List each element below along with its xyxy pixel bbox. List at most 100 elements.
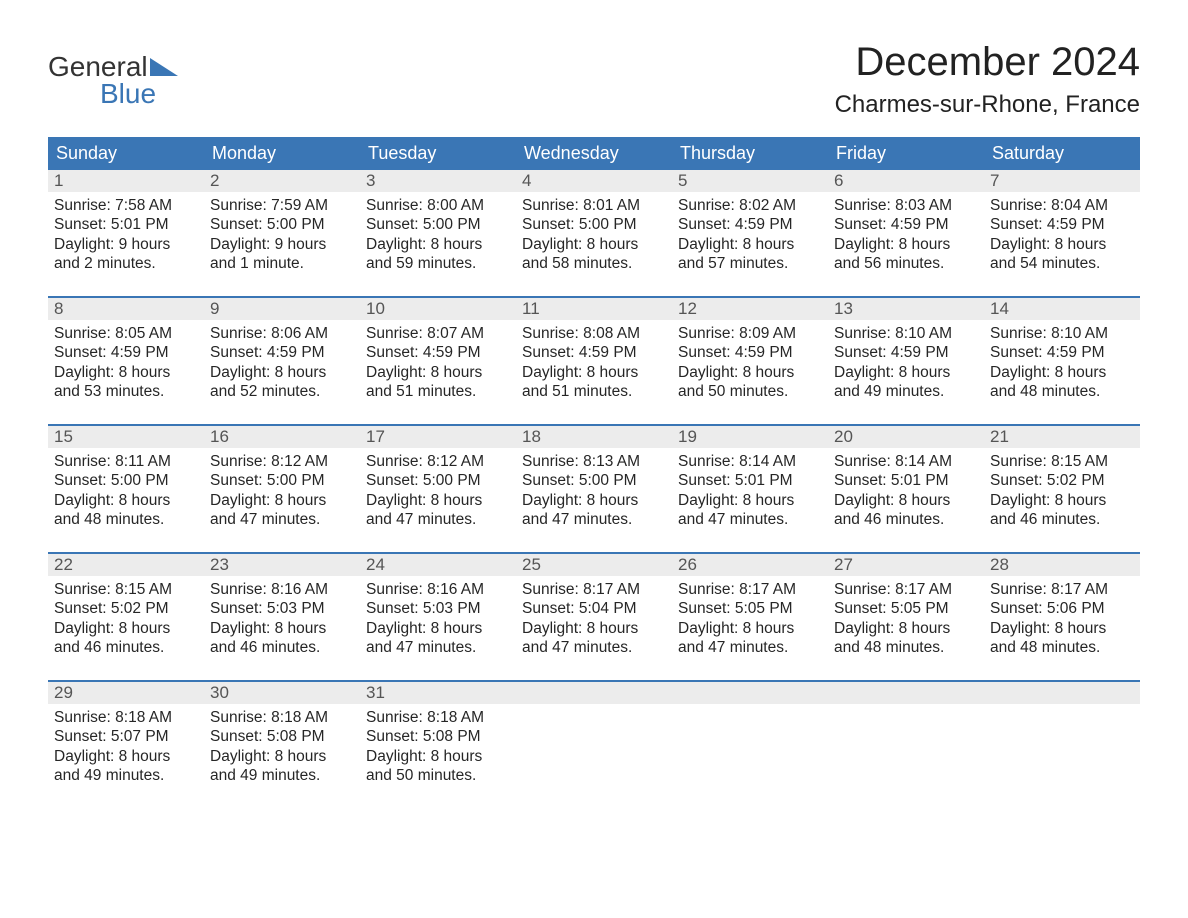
daylight-line-2: and 53 minutes. bbox=[54, 382, 198, 401]
sunrise-text: Sunrise: 8:15 AM bbox=[990, 452, 1134, 471]
daylight-line-1: Daylight: 8 hours bbox=[522, 363, 666, 382]
day-info: Sunrise: 8:17 AMSunset: 5:04 PMDaylight:… bbox=[516, 576, 672, 658]
sunset-text: Sunset: 4:59 PM bbox=[678, 215, 822, 234]
daylight-line-1: Daylight: 8 hours bbox=[678, 491, 822, 510]
sunset-text: Sunset: 5:01 PM bbox=[678, 471, 822, 490]
sunrise-text: Sunrise: 8:16 AM bbox=[210, 580, 354, 599]
sunrise-text: Sunrise: 8:17 AM bbox=[834, 580, 978, 599]
daylight-line-2: and 1 minute. bbox=[210, 254, 354, 273]
day-cell: 12Sunrise: 8:09 AMSunset: 4:59 PMDayligh… bbox=[672, 298, 828, 416]
weekday-header: Monday bbox=[204, 137, 360, 170]
month-title: December 2024 bbox=[835, 40, 1140, 85]
day-info: Sunrise: 8:18 AMSunset: 5:07 PMDaylight:… bbox=[48, 704, 204, 786]
daylight-line-1: Daylight: 8 hours bbox=[990, 619, 1134, 638]
day-number: 29 bbox=[48, 682, 204, 704]
sunset-text: Sunset: 4:59 PM bbox=[834, 215, 978, 234]
day-info: Sunrise: 7:58 AMSunset: 5:01 PMDaylight:… bbox=[48, 192, 204, 274]
day-cell-empty: . bbox=[672, 682, 828, 800]
daylight-line-2: and 47 minutes. bbox=[522, 638, 666, 657]
location-subtitle: Charmes-sur-Rhone, France bbox=[835, 91, 1140, 119]
day-cell: 7Sunrise: 8:04 AMSunset: 4:59 PMDaylight… bbox=[984, 170, 1140, 288]
sunset-text: Sunset: 5:06 PM bbox=[990, 599, 1134, 618]
sunrise-text: Sunrise: 8:10 AM bbox=[990, 324, 1134, 343]
day-cell: 1Sunrise: 7:58 AMSunset: 5:01 PMDaylight… bbox=[48, 170, 204, 288]
day-number: 23 bbox=[204, 554, 360, 576]
day-number: 16 bbox=[204, 426, 360, 448]
day-cell: 31Sunrise: 8:18 AMSunset: 5:08 PMDayligh… bbox=[360, 682, 516, 800]
sunset-text: Sunset: 4:59 PM bbox=[990, 215, 1134, 234]
day-number: . bbox=[984, 682, 1140, 704]
daylight-line-2: and 47 minutes. bbox=[366, 510, 510, 529]
daylight-line-2: and 50 minutes. bbox=[678, 382, 822, 401]
sunset-text: Sunset: 5:08 PM bbox=[210, 727, 354, 746]
daylight-line-2: and 48 minutes. bbox=[990, 382, 1134, 401]
day-number: 12 bbox=[672, 298, 828, 320]
weekday-header: Tuesday bbox=[360, 137, 516, 170]
daylight-line-1: Daylight: 8 hours bbox=[210, 363, 354, 382]
day-number: . bbox=[828, 682, 984, 704]
day-info: Sunrise: 8:15 AMSunset: 5:02 PMDaylight:… bbox=[984, 448, 1140, 530]
daylight-line-1: Daylight: 8 hours bbox=[522, 235, 666, 254]
sunrise-text: Sunrise: 8:12 AM bbox=[366, 452, 510, 471]
daylight-line-1: Daylight: 9 hours bbox=[210, 235, 354, 254]
day-cell: 27Sunrise: 8:17 AMSunset: 5:05 PMDayligh… bbox=[828, 554, 984, 672]
daylight-line-2: and 2 minutes. bbox=[54, 254, 198, 273]
sunset-text: Sunset: 5:00 PM bbox=[366, 471, 510, 490]
day-info: Sunrise: 8:14 AMSunset: 5:01 PMDaylight:… bbox=[672, 448, 828, 530]
sunrise-text: Sunrise: 8:18 AM bbox=[210, 708, 354, 727]
day-number: 26 bbox=[672, 554, 828, 576]
day-info: Sunrise: 7:59 AMSunset: 5:00 PMDaylight:… bbox=[204, 192, 360, 274]
day-cell: 26Sunrise: 8:17 AMSunset: 5:05 PMDayligh… bbox=[672, 554, 828, 672]
sunrise-text: Sunrise: 8:18 AM bbox=[366, 708, 510, 727]
daylight-line-2: and 50 minutes. bbox=[366, 766, 510, 785]
sunset-text: Sunset: 4:59 PM bbox=[990, 343, 1134, 362]
day-number: 8 bbox=[48, 298, 204, 320]
sunset-text: Sunset: 4:59 PM bbox=[210, 343, 354, 362]
day-cell: 5Sunrise: 8:02 AMSunset: 4:59 PMDaylight… bbox=[672, 170, 828, 288]
day-number: 30 bbox=[204, 682, 360, 704]
daylight-line-2: and 46 minutes. bbox=[210, 638, 354, 657]
day-number: 22 bbox=[48, 554, 204, 576]
daylight-line-1: Daylight: 8 hours bbox=[678, 619, 822, 638]
day-number: 9 bbox=[204, 298, 360, 320]
daylight-line-1: Daylight: 8 hours bbox=[54, 747, 198, 766]
day-cell: 20Sunrise: 8:14 AMSunset: 5:01 PMDayligh… bbox=[828, 426, 984, 544]
day-info: Sunrise: 8:16 AMSunset: 5:03 PMDaylight:… bbox=[360, 576, 516, 658]
daylight-line-2: and 48 minutes. bbox=[990, 638, 1134, 657]
day-info: Sunrise: 8:08 AMSunset: 4:59 PMDaylight:… bbox=[516, 320, 672, 402]
sunset-text: Sunset: 5:02 PM bbox=[990, 471, 1134, 490]
sunset-text: Sunset: 4:59 PM bbox=[678, 343, 822, 362]
daylight-line-2: and 48 minutes. bbox=[54, 510, 198, 529]
daylight-line-2: and 51 minutes. bbox=[522, 382, 666, 401]
sunrise-text: Sunrise: 8:11 AM bbox=[54, 452, 198, 471]
day-number: 7 bbox=[984, 170, 1140, 192]
sunrise-text: Sunrise: 8:16 AM bbox=[366, 580, 510, 599]
day-info: Sunrise: 8:01 AMSunset: 5:00 PMDaylight:… bbox=[516, 192, 672, 274]
sunrise-text: Sunrise: 8:06 AM bbox=[210, 324, 354, 343]
sunrise-text: Sunrise: 8:14 AM bbox=[678, 452, 822, 471]
title-block: December 2024 Charmes-sur-Rhone, France bbox=[835, 40, 1140, 119]
daylight-line-2: and 47 minutes. bbox=[678, 638, 822, 657]
daylight-line-2: and 46 minutes. bbox=[990, 510, 1134, 529]
sunset-text: Sunset: 5:04 PM bbox=[522, 599, 666, 618]
day-info: Sunrise: 8:16 AMSunset: 5:03 PMDaylight:… bbox=[204, 576, 360, 658]
week-row: 1Sunrise: 7:58 AMSunset: 5:01 PMDaylight… bbox=[48, 170, 1140, 288]
day-number: 13 bbox=[828, 298, 984, 320]
day-cell: 2Sunrise: 7:59 AMSunset: 5:00 PMDaylight… bbox=[204, 170, 360, 288]
brand-word-2: Blue bbox=[100, 78, 156, 109]
sunrise-text: Sunrise: 8:08 AM bbox=[522, 324, 666, 343]
day-number: 6 bbox=[828, 170, 984, 192]
sunrise-text: Sunrise: 8:17 AM bbox=[522, 580, 666, 599]
sunset-text: Sunset: 5:07 PM bbox=[54, 727, 198, 746]
daylight-line-1: Daylight: 9 hours bbox=[54, 235, 198, 254]
week-row: 22Sunrise: 8:15 AMSunset: 5:02 PMDayligh… bbox=[48, 552, 1140, 672]
day-cell: 10Sunrise: 8:07 AMSunset: 4:59 PMDayligh… bbox=[360, 298, 516, 416]
day-info: Sunrise: 8:06 AMSunset: 4:59 PMDaylight:… bbox=[204, 320, 360, 402]
daylight-line-2: and 52 minutes. bbox=[210, 382, 354, 401]
day-cell: 28Sunrise: 8:17 AMSunset: 5:06 PMDayligh… bbox=[984, 554, 1140, 672]
sunrise-text: Sunrise: 8:13 AM bbox=[522, 452, 666, 471]
daylight-line-2: and 56 minutes. bbox=[834, 254, 978, 273]
daylight-line-2: and 47 minutes. bbox=[210, 510, 354, 529]
day-number: 5 bbox=[672, 170, 828, 192]
sunset-text: Sunset: 5:00 PM bbox=[54, 471, 198, 490]
